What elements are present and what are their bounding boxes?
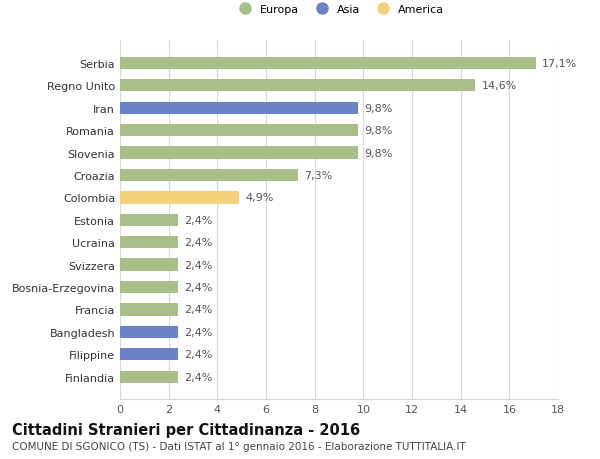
Text: 2,4%: 2,4% [184,372,213,382]
Text: 4,9%: 4,9% [245,193,274,203]
Bar [120,80,475,92]
Text: 17,1%: 17,1% [542,59,577,69]
Bar [120,169,298,182]
Text: 7,3%: 7,3% [304,171,332,180]
Bar [120,147,358,159]
Text: 2,4%: 2,4% [184,350,213,359]
Text: 2,4%: 2,4% [184,282,213,292]
Bar [120,102,358,115]
Text: 2,4%: 2,4% [184,260,213,270]
Bar [120,326,178,338]
Text: Cittadini Stranieri per Cittadinanza - 2016: Cittadini Stranieri per Cittadinanza - 2… [12,422,360,437]
Bar [120,57,536,70]
Text: 9,8%: 9,8% [365,126,393,136]
Bar [120,281,178,294]
Bar [120,259,178,271]
Bar [120,304,178,316]
Text: 2,4%: 2,4% [184,215,213,225]
Text: 2,4%: 2,4% [184,238,213,248]
Bar [120,371,178,383]
Bar [120,192,239,204]
Text: 9,8%: 9,8% [365,103,393,113]
Text: 2,4%: 2,4% [184,327,213,337]
Text: 14,6%: 14,6% [481,81,517,91]
Bar [120,125,358,137]
Legend: Europa, Asia, America: Europa, Asia, America [229,0,449,19]
Bar [120,348,178,361]
Bar [120,236,178,249]
Text: 2,4%: 2,4% [184,305,213,315]
Bar [120,214,178,226]
Text: 9,8%: 9,8% [365,148,393,158]
Text: COMUNE DI SGONICO (TS) - Dati ISTAT al 1° gennaio 2016 - Elaborazione TUTTITALIA: COMUNE DI SGONICO (TS) - Dati ISTAT al 1… [12,441,466,451]
